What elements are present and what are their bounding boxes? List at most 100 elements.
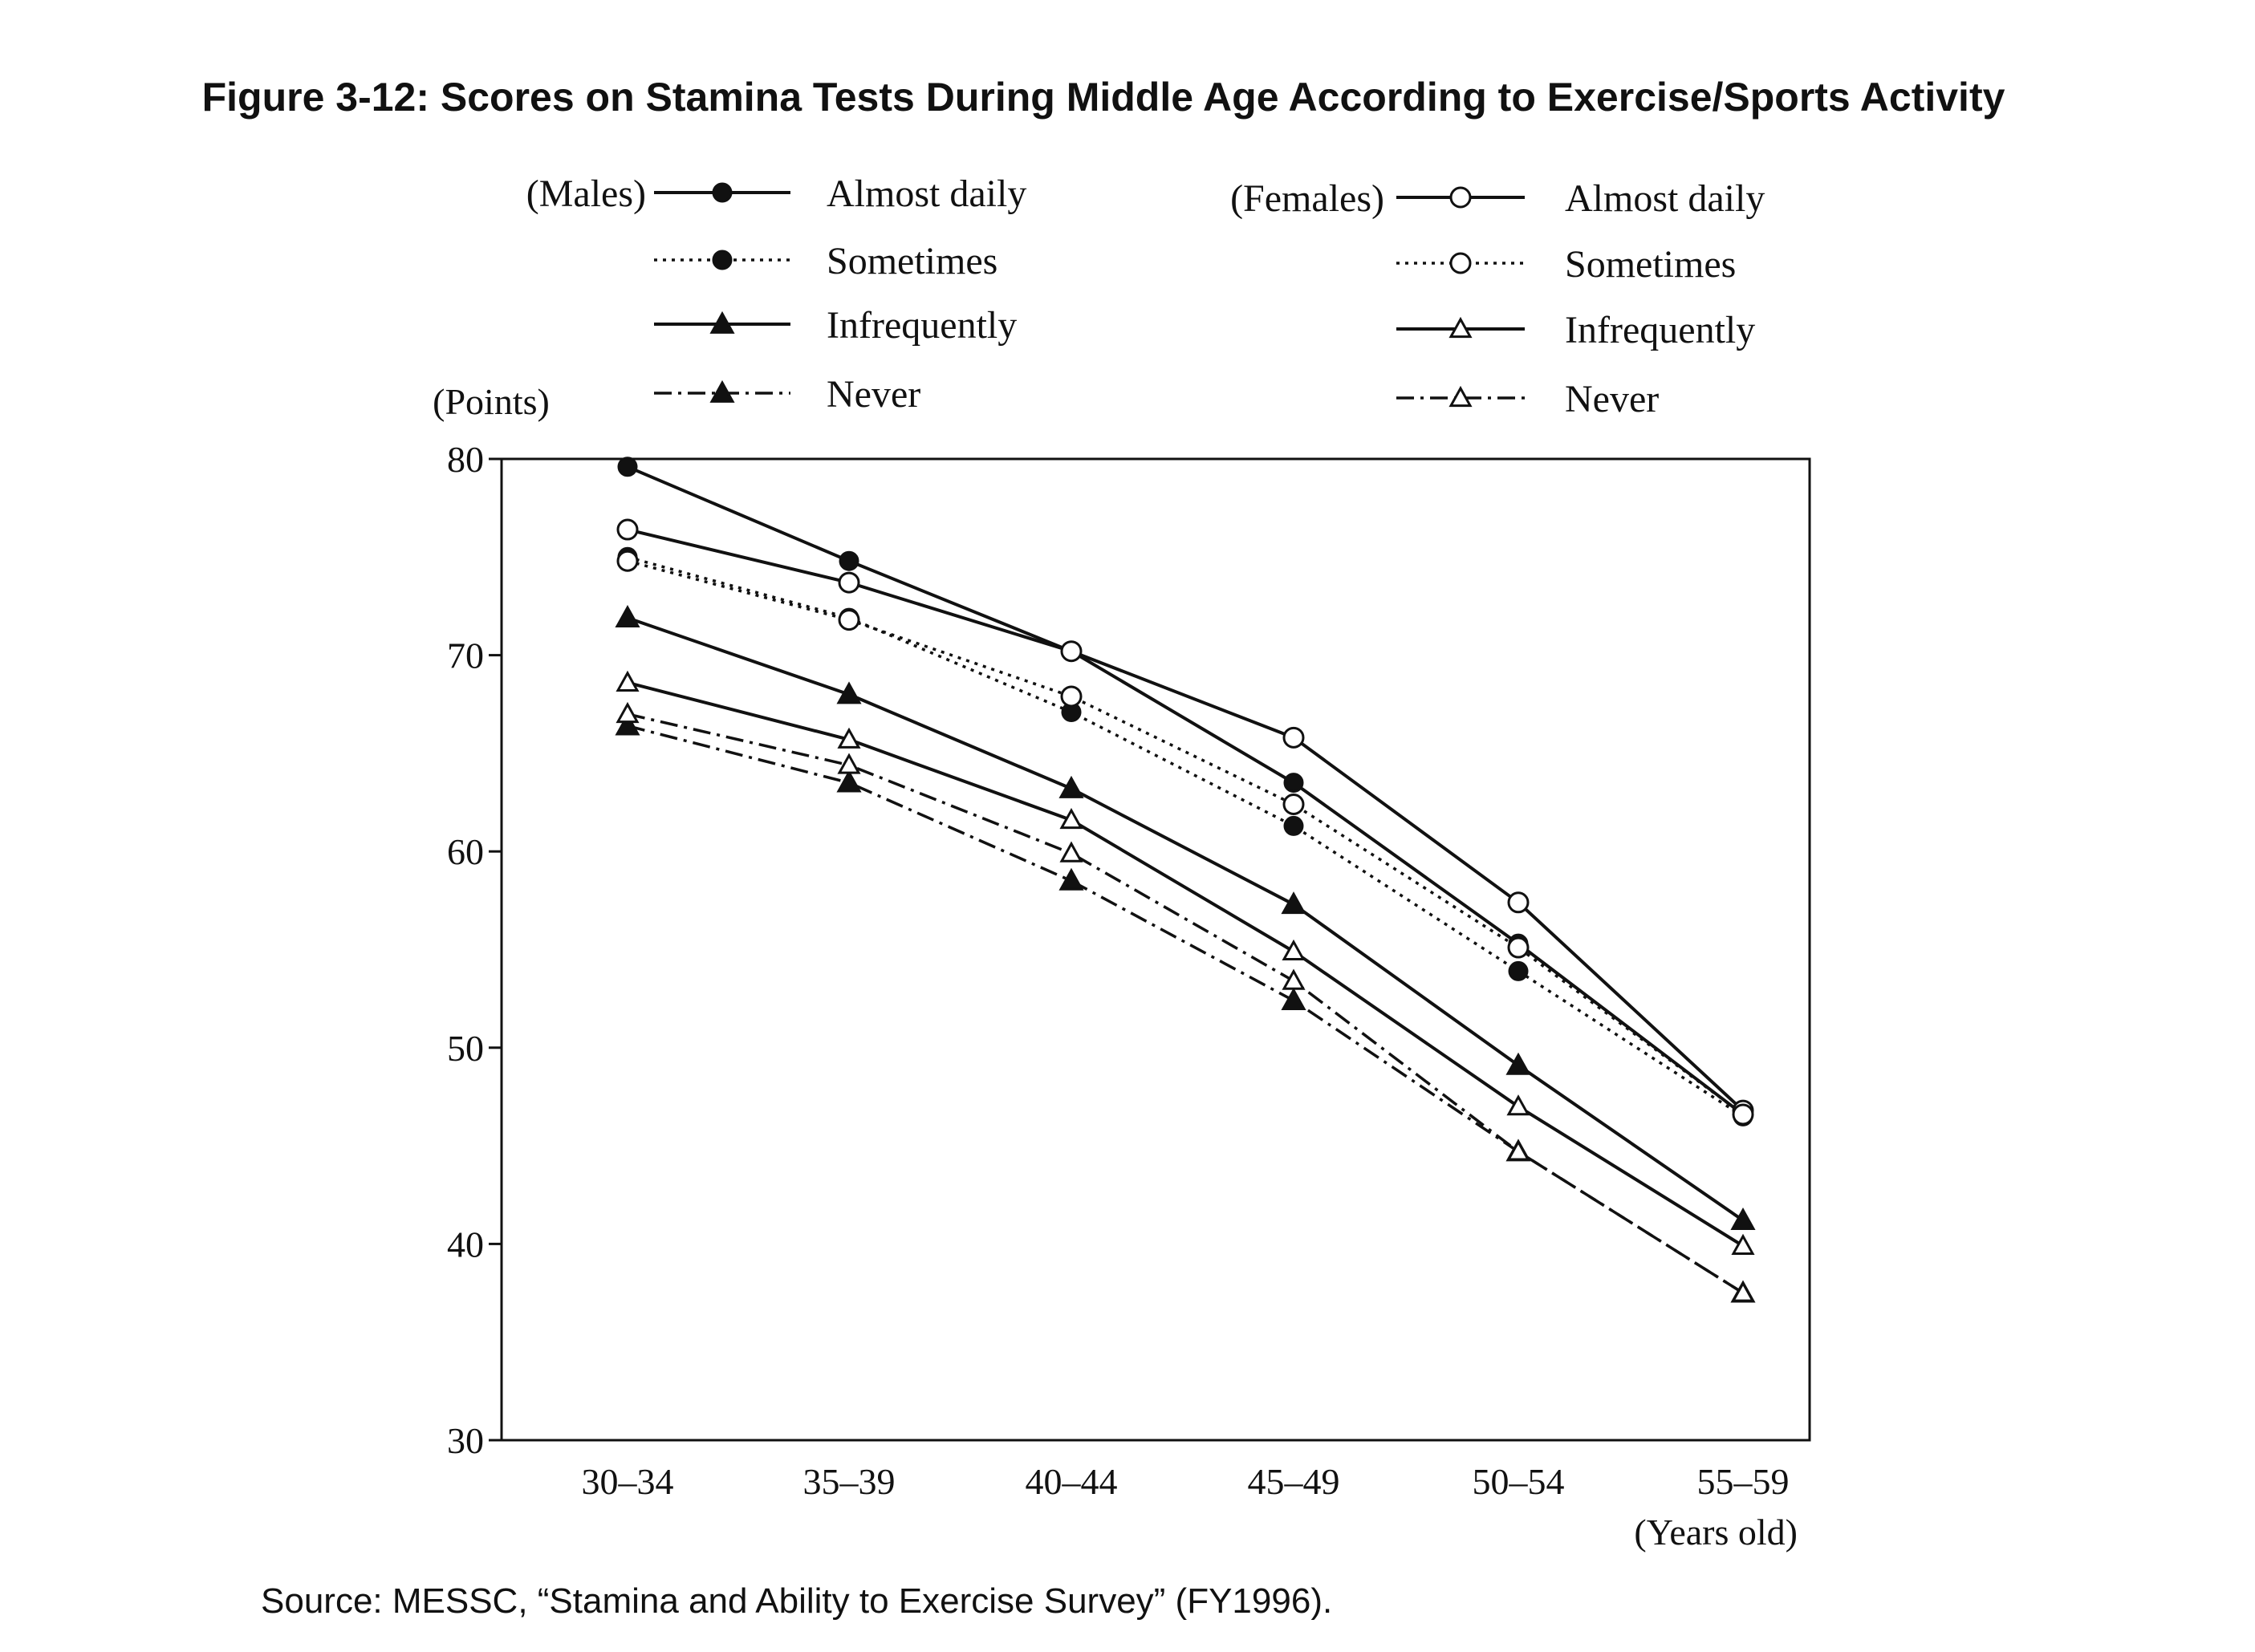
data-point <box>1732 1103 1754 1126</box>
series-7 <box>616 670 1755 1255</box>
data-point <box>838 609 860 631</box>
y-axis-unit-label: (Points) <box>433 381 550 422</box>
data-point <box>1282 726 1305 749</box>
series-5 <box>616 518 1754 1122</box>
data-point <box>1507 936 1530 959</box>
chart-title: Figure 3-12: Scores on Stamina Tests Dur… <box>202 75 2005 120</box>
source-note: Source: MESSC, “Stamina and Ability to E… <box>261 1581 1332 1621</box>
legend-marker <box>1449 186 1472 209</box>
y-tick-label: 50 <box>447 1028 484 1069</box>
data-point <box>615 605 640 628</box>
data-point <box>1283 815 1304 836</box>
legend-label: Never <box>1565 378 1659 420</box>
x-tick-label: 45–49 <box>1248 1461 1340 1502</box>
x-axis-unit-label: (Years old) <box>1634 1512 1798 1553</box>
legend-item: Almost daily <box>1396 177 1765 220</box>
series-1 <box>617 457 1753 1125</box>
legend-label: Sometimes <box>827 240 997 282</box>
y-axis: 30 40 50 60 70 80 <box>447 439 502 1461</box>
data-point <box>836 769 862 793</box>
x-tick-label: 40–44 <box>1026 1461 1118 1502</box>
data-point <box>616 701 640 724</box>
y-tick-label: 40 <box>447 1224 484 1264</box>
legend-item: Never <box>1396 378 1659 420</box>
series-8 <box>616 701 1755 1302</box>
legend-marker <box>709 311 735 334</box>
series-4 <box>615 712 1756 1303</box>
legend-item: Sometimes <box>1396 243 1736 286</box>
data-point <box>1730 1207 1756 1230</box>
data-point <box>1507 891 1530 914</box>
data-point <box>836 681 862 704</box>
legend-group-label: (Males) <box>526 173 646 215</box>
data-point <box>1731 1281 1755 1302</box>
data-point <box>616 550 639 572</box>
series-6 <box>616 550 1754 1126</box>
y-tick-label: 70 <box>447 635 484 676</box>
data-point <box>838 571 860 594</box>
data-point <box>1058 867 1084 891</box>
x-tick-label: 30–34 <box>582 1461 674 1502</box>
data-point <box>839 550 859 571</box>
legend-item: Infrequently <box>1396 309 1755 351</box>
x-axis: 30–34 35–39 40–44 45–49 50–54 55–59 <box>582 1461 1790 1502</box>
data-point <box>1281 891 1306 915</box>
data-point <box>1283 773 1304 794</box>
data-point <box>837 753 861 774</box>
series-line <box>627 465 1745 1116</box>
data-point <box>1060 640 1083 663</box>
legend-marker <box>709 380 735 403</box>
legend-marker <box>712 182 733 203</box>
legend-item: Almost daily <box>654 173 1026 215</box>
y-tick-label: 30 <box>447 1420 484 1461</box>
data-point <box>615 712 640 736</box>
data-point <box>1508 960 1529 981</box>
legend-marker <box>1448 316 1473 339</box>
series-2 <box>617 546 1753 1126</box>
data-point <box>1505 1052 1531 1075</box>
series-line <box>627 680 1745 1248</box>
x-tick-label: 35–39 <box>803 1461 896 1502</box>
y-tick-label: 60 <box>447 831 484 872</box>
legend-marker <box>1449 252 1472 274</box>
y-tick-label: 80 <box>447 439 484 480</box>
data-point <box>1059 841 1083 863</box>
legend-item: Never <box>654 373 920 416</box>
series-line <box>627 559 1745 1116</box>
data-point <box>616 518 639 541</box>
data-point <box>1281 988 1306 1010</box>
data-point <box>616 670 640 692</box>
legend-group-label: (Females) <box>1230 177 1384 220</box>
data-point <box>1059 807 1083 830</box>
data-point <box>1282 968 1306 990</box>
legend-marker <box>712 250 733 270</box>
series-3 <box>615 605 1756 1230</box>
legend-label: Almost daily <box>827 173 1026 215</box>
series-line <box>627 712 1744 1294</box>
series-layer <box>615 457 1756 1303</box>
legend-item: Sometimes <box>654 240 997 282</box>
legend-label: Sometimes <box>1565 243 1736 286</box>
plot-area-frame <box>500 457 1811 1442</box>
data-point <box>1058 775 1084 798</box>
legend-label: Never <box>827 373 920 416</box>
data-point <box>1506 1139 1530 1161</box>
legend: (Males) (Females) Almost daily Sometimes Inf… <box>526 173 1765 420</box>
data-point <box>1060 685 1083 708</box>
legend-label: Almost daily <box>1565 177 1765 220</box>
series-line <box>627 528 1745 1112</box>
data-point <box>1506 1094 1530 1116</box>
data-point <box>837 727 861 749</box>
series-line <box>627 555 1744 1118</box>
data-point <box>1282 939 1306 961</box>
legend-label: Infrequently <box>1565 309 1755 351</box>
series-line <box>627 616 1745 1222</box>
data-point <box>1731 1233 1755 1255</box>
data-point <box>617 457 638 477</box>
x-tick-label: 55–59 <box>1697 1461 1790 1502</box>
x-tick-label: 50–54 <box>1473 1461 1565 1502</box>
data-point <box>1282 793 1305 815</box>
legend-marker <box>1448 385 1473 408</box>
series-line <box>627 725 1744 1294</box>
